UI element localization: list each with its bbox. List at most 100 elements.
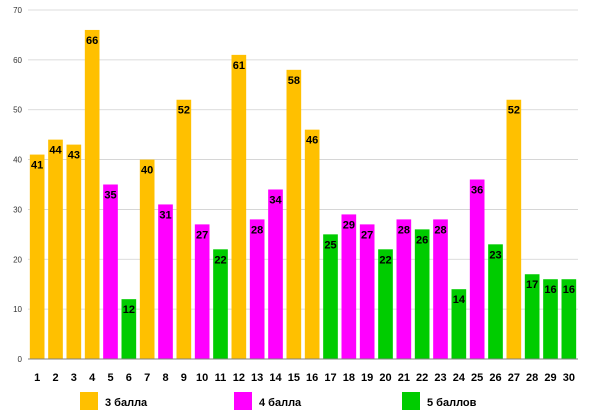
y-tick-label: 60: [13, 56, 22, 65]
data-label: 14: [453, 294, 466, 306]
bar: [451, 289, 467, 359]
data-label: 52: [508, 105, 520, 117]
x-tick-label: 10: [196, 372, 208, 384]
data-label: 28: [251, 224, 263, 236]
y-tick-label: 70: [13, 6, 22, 15]
bar: [414, 229, 430, 359]
bar: [48, 139, 63, 359]
data-label: 25: [324, 239, 336, 251]
x-tick-label: 17: [324, 372, 336, 384]
data-label: 28: [434, 224, 446, 236]
data-label: 61: [233, 60, 245, 72]
legend-swatch: [80, 392, 98, 410]
x-tick-label: 15: [288, 372, 300, 384]
x-tick-label: 6: [126, 372, 132, 384]
bar: [213, 249, 228, 359]
bar: [286, 69, 302, 359]
data-label: 44: [49, 145, 62, 157]
y-tick-label: 20: [13, 255, 22, 264]
data-label: 52: [178, 105, 190, 117]
y-tick-label: 50: [13, 106, 22, 115]
x-tick-label: 3: [71, 372, 77, 384]
data-label: 27: [361, 229, 373, 241]
bar: [433, 219, 448, 359]
x-tick-label: 19: [361, 372, 373, 384]
x-tick-label: 13: [251, 372, 263, 384]
legend-label: 4 балла: [259, 397, 302, 409]
data-label: 46: [306, 135, 318, 147]
y-tick-label: 0: [18, 355, 23, 364]
bar: [524, 274, 540, 359]
bar: [249, 219, 265, 359]
bar: [396, 219, 412, 359]
x-tick-label: 22: [416, 372, 428, 384]
bar: [543, 279, 558, 359]
x-tick-label: 12: [233, 372, 245, 384]
x-tick-label: 1: [34, 372, 40, 384]
x-axis-ticks: 1 2 3 4 5 6 7 8 9 10 11 12 13 14 15 16 17 18 19 20 21 22 23 24 2…: [34, 372, 575, 384]
data-labels: 41 44 43 66 35 12 40 31 52 27 22 61 28 34 58 46 25 29 27 22…: [31, 35, 575, 316]
bar: [158, 204, 173, 359]
y-tick-label: 10: [13, 305, 22, 314]
legend: 3 балла 4 балла 5 баллов: [80, 392, 477, 410]
legend-swatch: [402, 392, 420, 410]
x-tick-label: 2: [52, 372, 58, 384]
data-label: 12: [123, 304, 135, 316]
legend-label: 5 баллов: [427, 397, 477, 409]
bar: [488, 244, 503, 359]
data-label: 22: [214, 254, 226, 266]
data-label: 22: [379, 254, 391, 266]
x-tick-label: 28: [526, 372, 538, 384]
data-label: 66: [86, 35, 98, 47]
legend-label: 3 балла: [105, 397, 148, 409]
x-tick-label: 24: [453, 372, 466, 384]
bar: [139, 159, 155, 359]
bar: [231, 54, 247, 359]
x-tick-label: 23: [434, 372, 446, 384]
x-tick-label: 7: [144, 372, 150, 384]
data-label: 43: [68, 150, 80, 162]
bar: [506, 99, 522, 359]
x-tick-label: 14: [269, 372, 282, 384]
y-tick-label: 40: [13, 156, 22, 165]
x-tick-label: 18: [343, 372, 355, 384]
bar: [561, 279, 577, 359]
data-label: 58: [288, 75, 300, 87]
grid-lines: [28, 9, 578, 360]
data-label: 29: [343, 219, 355, 231]
data-label: 16: [563, 284, 575, 296]
bar: [29, 154, 45, 359]
x-tick-label: 25: [471, 372, 483, 384]
data-label: 34: [269, 194, 282, 206]
x-tick-label: 26: [489, 372, 501, 384]
data-label: 27: [196, 229, 208, 241]
data-label: 31: [159, 209, 171, 221]
bar: [84, 29, 100, 359]
legend-swatch: [234, 392, 252, 410]
bar: [304, 129, 320, 359]
bar: [103, 184, 118, 359]
bar: [378, 249, 393, 359]
data-label: 35: [104, 190, 116, 202]
y-axis-ticks: 0 10 20 30 40 50 60 70: [13, 6, 22, 364]
bar: [359, 224, 375, 359]
x-tick-label: 21: [398, 372, 410, 384]
x-tick-label: 30: [563, 372, 575, 384]
bar: [268, 189, 283, 359]
data-label: 16: [544, 284, 556, 296]
bar: [176, 99, 192, 359]
x-tick-label: 8: [162, 372, 168, 384]
data-label: 17: [526, 279, 538, 291]
bar: [323, 234, 338, 359]
data-label: 26: [416, 234, 428, 246]
x-tick-label: 11: [215, 372, 227, 384]
bar: [66, 144, 82, 359]
data-label: 40: [141, 165, 153, 177]
x-tick-label: 9: [181, 372, 187, 384]
data-label: 28: [398, 224, 410, 236]
x-tick-label: 29: [544, 372, 556, 384]
bar: [469, 179, 485, 359]
y-tick-label: 30: [13, 205, 22, 214]
data-label: 41: [31, 160, 43, 172]
